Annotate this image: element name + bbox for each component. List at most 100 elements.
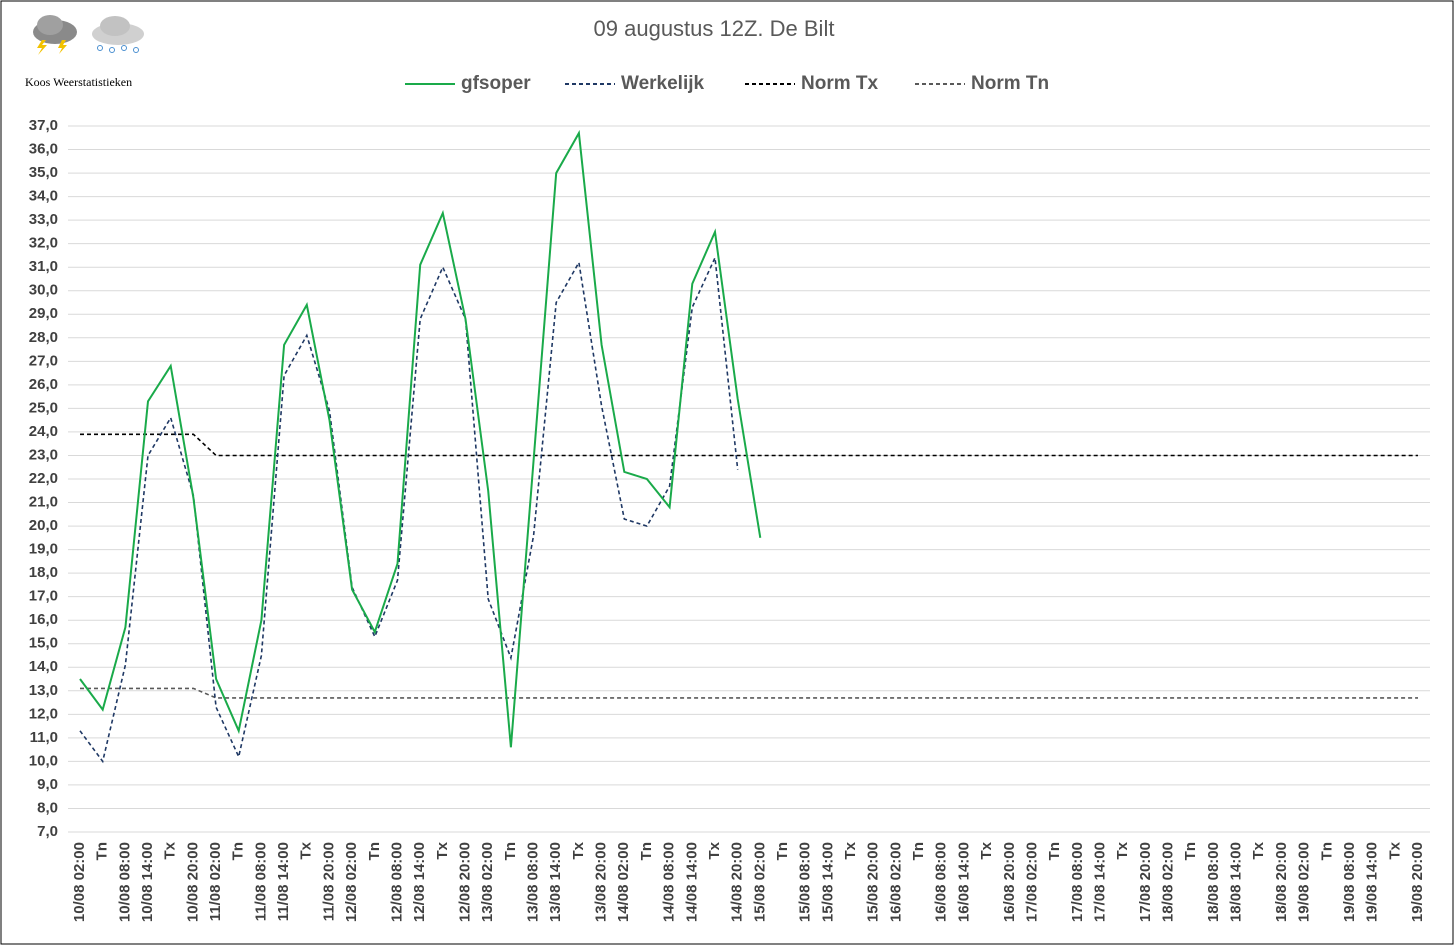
x-tick-label: 16/08 08:00: [933, 842, 950, 922]
x-tick-label: 17/08 20:00: [1137, 842, 1154, 922]
x-tick-label: Tn: [1182, 842, 1199, 860]
x-tick-label: 13/08 08:00: [525, 842, 542, 922]
x-tick-label: 15/08 02:00: [751, 842, 768, 922]
chart-title: 09 augustus 12Z. De Bilt: [594, 16, 835, 41]
x-tick-label: 14/08 20:00: [729, 842, 746, 922]
y-tick-label: 22,0: [29, 470, 58, 487]
y-tick-label: 30,0: [29, 282, 58, 299]
x-tick-label: 17/08 14:00: [1091, 842, 1108, 922]
x-tick-label: Tn: [366, 842, 383, 860]
series-line: [79, 129, 762, 748]
x-tick-label: Tx: [842, 841, 859, 859]
x-tick-label: 15/08 08:00: [797, 842, 814, 922]
weather-icons: [33, 15, 144, 55]
x-tick-label: 16/08 02:00: [887, 842, 904, 922]
x-tick-label: Tn: [910, 842, 927, 860]
y-tick-label: 20,0: [29, 517, 58, 534]
x-tick-label: Tn: [774, 842, 791, 860]
y-tick-label: 15,0: [29, 635, 58, 652]
legend-label: gfsoper: [461, 73, 531, 94]
series-line: [80, 687, 1418, 699]
x-tick-label: Tn: [502, 842, 519, 860]
x-tick-label: 14/08 02:00: [615, 842, 632, 922]
y-tick-label: 37,0: [29, 117, 58, 134]
legend-label: Werkelijk: [621, 73, 705, 94]
x-tick-label: Tx: [570, 841, 587, 859]
x-tick-label: Tx: [298, 841, 315, 859]
x-tick-label: 15/08 20:00: [865, 842, 882, 922]
y-tick-label: 28,0: [29, 329, 58, 346]
y-tick-label: 33,0: [29, 211, 58, 228]
y-tick-label: 7,0: [37, 823, 58, 840]
x-tick-label: Tn: [1046, 842, 1063, 860]
y-tick-label: 21,0: [29, 494, 58, 511]
x-tick-label: 18/08 20:00: [1273, 842, 1290, 922]
x-tick-label: 11/08 08:00: [252, 842, 269, 921]
y-tick-label: 19,0: [29, 541, 58, 558]
x-tick-label: 11/08 14:00: [275, 842, 292, 921]
y-tick-label: 13,0: [29, 682, 58, 699]
y-tick-label: 8,0: [37, 799, 58, 816]
x-tick-label: Tx: [978, 841, 995, 859]
x-tick-label: Tx: [434, 841, 451, 859]
x-tick-label: Tx: [1386, 841, 1403, 859]
y-tick-label: 24,0: [29, 423, 58, 440]
x-tick-label: 12/08 08:00: [388, 842, 405, 922]
x-tick-label: 16/08 14:00: [955, 842, 972, 922]
series-line: [79, 254, 739, 764]
x-tick-label: 16/08 20:00: [1001, 842, 1018, 922]
y-tick-label: 12,0: [29, 705, 58, 722]
x-tick-label: Tn: [638, 842, 655, 860]
y-tick-label: 26,0: [29, 376, 58, 393]
y-tick-label: 10,0: [29, 752, 58, 769]
y-tick-label: 18,0: [29, 564, 58, 581]
x-tick-label: Tn: [1318, 842, 1335, 860]
y-tick-label: 31,0: [29, 258, 58, 275]
y-tick-label: 27,0: [29, 352, 58, 369]
x-tick-label: Tx: [706, 841, 723, 859]
x-tick-label: 14/08 08:00: [661, 842, 678, 922]
x-tick-label: 15/08 14:00: [819, 842, 836, 922]
x-tick-label: Tx: [1114, 841, 1131, 859]
y-tick-label: 25,0: [29, 399, 58, 416]
x-tick-label: 18/08 14:00: [1228, 842, 1245, 922]
x-tick-label: 13/08 14:00: [547, 842, 564, 922]
y-tick-label: 36,0: [29, 141, 58, 158]
x-tick-label: 13/08 02:00: [479, 842, 496, 922]
y-tick-label: 34,0: [29, 188, 58, 205]
x-tick-label: 19/08 02:00: [1296, 842, 1313, 922]
series-line: [80, 433, 1418, 457]
x-tick-label: 12/08 02:00: [343, 842, 360, 922]
y-tick-label: 11,0: [30, 729, 58, 746]
x-tick-label: 17/08 02:00: [1023, 842, 1040, 922]
source-label: Koos Weerstatistieken: [25, 75, 132, 89]
x-tick-label: 11/08 02:00: [207, 842, 224, 921]
x-tick-label: 19/08 14:00: [1364, 842, 1381, 922]
x-tick-label: 11/08 20:00: [320, 842, 337, 921]
x-tick-label: 18/08 02:00: [1160, 842, 1177, 922]
x-tick-label: 14/08 14:00: [683, 842, 700, 922]
legend-label: Norm Tx: [801, 73, 879, 94]
x-tick-label: 12/08 14:00: [411, 842, 428, 922]
x-tick-label: 17/08 08:00: [1069, 842, 1086, 922]
x-tick-label: 13/08 20:00: [593, 842, 610, 922]
y-tick-label: 23,0: [29, 446, 58, 463]
y-tick-label: 32,0: [29, 235, 58, 252]
x-tick-label: 19/08 20:00: [1409, 842, 1426, 922]
x-tick-label: Tx: [1250, 841, 1267, 859]
x-tick-label: 18/08 08:00: [1205, 842, 1222, 922]
x-tick-label: 12/08 20:00: [456, 842, 473, 922]
legend-label: Norm Tn: [971, 73, 1049, 94]
y-tick-label: 14,0: [29, 658, 58, 675]
y-tick-label: 17,0: [29, 588, 58, 605]
x-tick-label: 10/08 14:00: [139, 842, 156, 922]
x-tick-label: Tn: [230, 842, 247, 860]
y-tick-label: 35,0: [29, 164, 58, 181]
x-tick-label: 19/08 08:00: [1341, 842, 1358, 922]
y-tick-label: 9,0: [37, 776, 58, 793]
y-tick-label: 29,0: [29, 305, 58, 322]
x-tick-label: 10/08 02:00: [71, 842, 88, 922]
x-tick-label: Tx: [162, 841, 179, 859]
